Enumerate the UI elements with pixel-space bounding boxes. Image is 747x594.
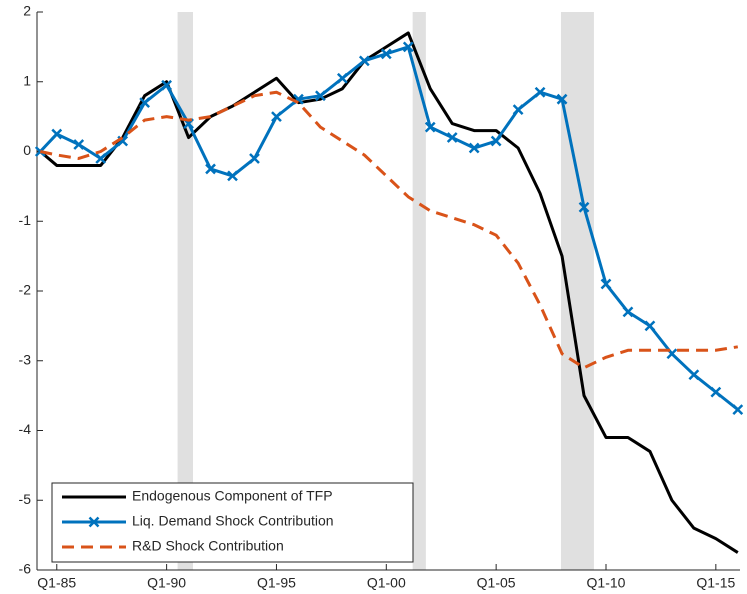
marker: [358, 55, 370, 67]
marker: [271, 111, 282, 123]
marker: [446, 132, 458, 143]
marker: [424, 121, 436, 133]
marker: [205, 163, 216, 175]
recession-band: [177, 12, 193, 570]
marker: [600, 278, 612, 290]
marker: [34, 146, 46, 157]
y-tick-label: -2: [19, 282, 32, 298]
y-tick-label: -6: [19, 561, 32, 577]
x-tick-label: Q1-15: [696, 575, 735, 591]
marker: [73, 139, 85, 150]
y-tick-label: 2: [23, 3, 31, 19]
x-tick-label: Q1-95: [257, 575, 296, 591]
x-tick-label: Q1-90: [147, 575, 186, 591]
marker: [161, 79, 172, 91]
marker: [380, 48, 392, 60]
y-tick-label: -5: [19, 491, 32, 507]
marker: [534, 86, 546, 98]
marker: [732, 404, 744, 415]
series-line: [39, 90, 739, 370]
marker: [710, 386, 722, 398]
marker: [51, 128, 63, 140]
marker: [139, 97, 151, 109]
marker: [315, 90, 326, 102]
marker: [688, 369, 700, 381]
legend-label: Liq. Demand Shock Contribution: [132, 513, 334, 529]
marker: [227, 170, 238, 182]
y-tick-label: -3: [19, 351, 32, 367]
marker: [402, 41, 414, 53]
series-line: [39, 31, 739, 554]
marker: [88, 516, 100, 528]
marker: [95, 153, 107, 164]
y-tick-label: -4: [19, 421, 32, 437]
marker: [556, 93, 568, 105]
marker: [336, 72, 348, 84]
recession-band: [412, 12, 426, 570]
x-tick-label: Q1-10: [587, 575, 626, 591]
x-tick-label: Q1-00: [367, 575, 406, 591]
marker: [490, 135, 502, 147]
marker: [622, 306, 634, 318]
marker: [249, 153, 260, 164]
y-tick-label: 0: [23, 142, 31, 158]
marker: [578, 201, 590, 213]
y-tick-label: 1: [23, 72, 31, 88]
legend-label: Endogenous Component of TFP: [132, 488, 333, 504]
legend-label: R&D Shock Contribution: [132, 538, 284, 554]
marker: [512, 104, 524, 116]
marker: [644, 320, 656, 332]
x-tick-label: Q1-85: [37, 575, 76, 591]
marker: [468, 142, 480, 154]
y-tick-label: -1: [19, 212, 32, 228]
x-tick-label: Q1-05: [477, 575, 516, 591]
